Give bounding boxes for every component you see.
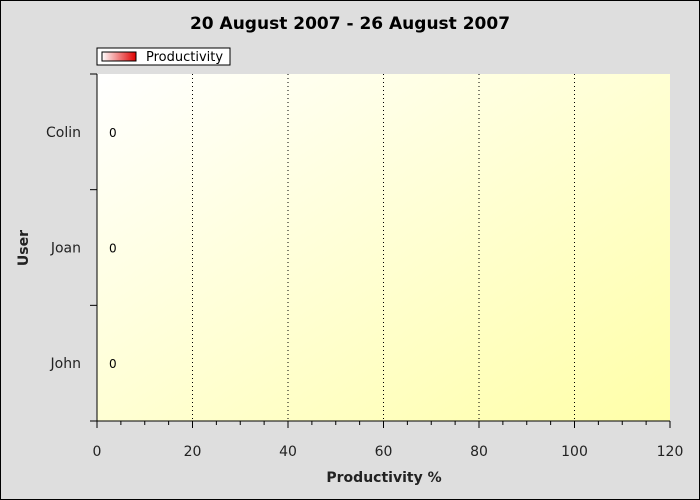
x-tick-labels: 0 20 40 60 80 100 120 bbox=[93, 444, 684, 460]
data-label: 0 bbox=[109, 242, 117, 256]
x-tick-label: 100 bbox=[561, 444, 588, 460]
chart-title: 20 August 2007 - 26 August 2007 bbox=[190, 14, 510, 34]
y-axis-label: User bbox=[16, 230, 32, 266]
x-tick-label: 80 bbox=[470, 444, 488, 460]
y-tick-label: John bbox=[50, 356, 81, 372]
plot-area bbox=[97, 74, 670, 421]
x-tick-label: 60 bbox=[375, 444, 393, 460]
legend-label: Productivity bbox=[146, 50, 223, 65]
x-axis-label: Productivity % bbox=[326, 470, 441, 486]
y-tick-label: Joan bbox=[50, 241, 81, 257]
y-tick-labels: Colin Joan John bbox=[46, 125, 81, 372]
data-labels: 0 0 0 bbox=[109, 126, 117, 371]
x-tick-label: 120 bbox=[657, 444, 684, 460]
data-label: 0 bbox=[109, 357, 117, 371]
x-tick-label: 20 bbox=[184, 444, 202, 460]
data-label: 0 bbox=[109, 126, 117, 140]
axis-ticks bbox=[90, 73, 671, 428]
x-tick-label: 0 bbox=[93, 444, 102, 460]
x-tick-label: 40 bbox=[279, 444, 297, 460]
legend-swatch bbox=[101, 51, 137, 62]
legend: Productivity bbox=[96, 47, 231, 66]
y-tick-label: Colin bbox=[46, 125, 81, 141]
